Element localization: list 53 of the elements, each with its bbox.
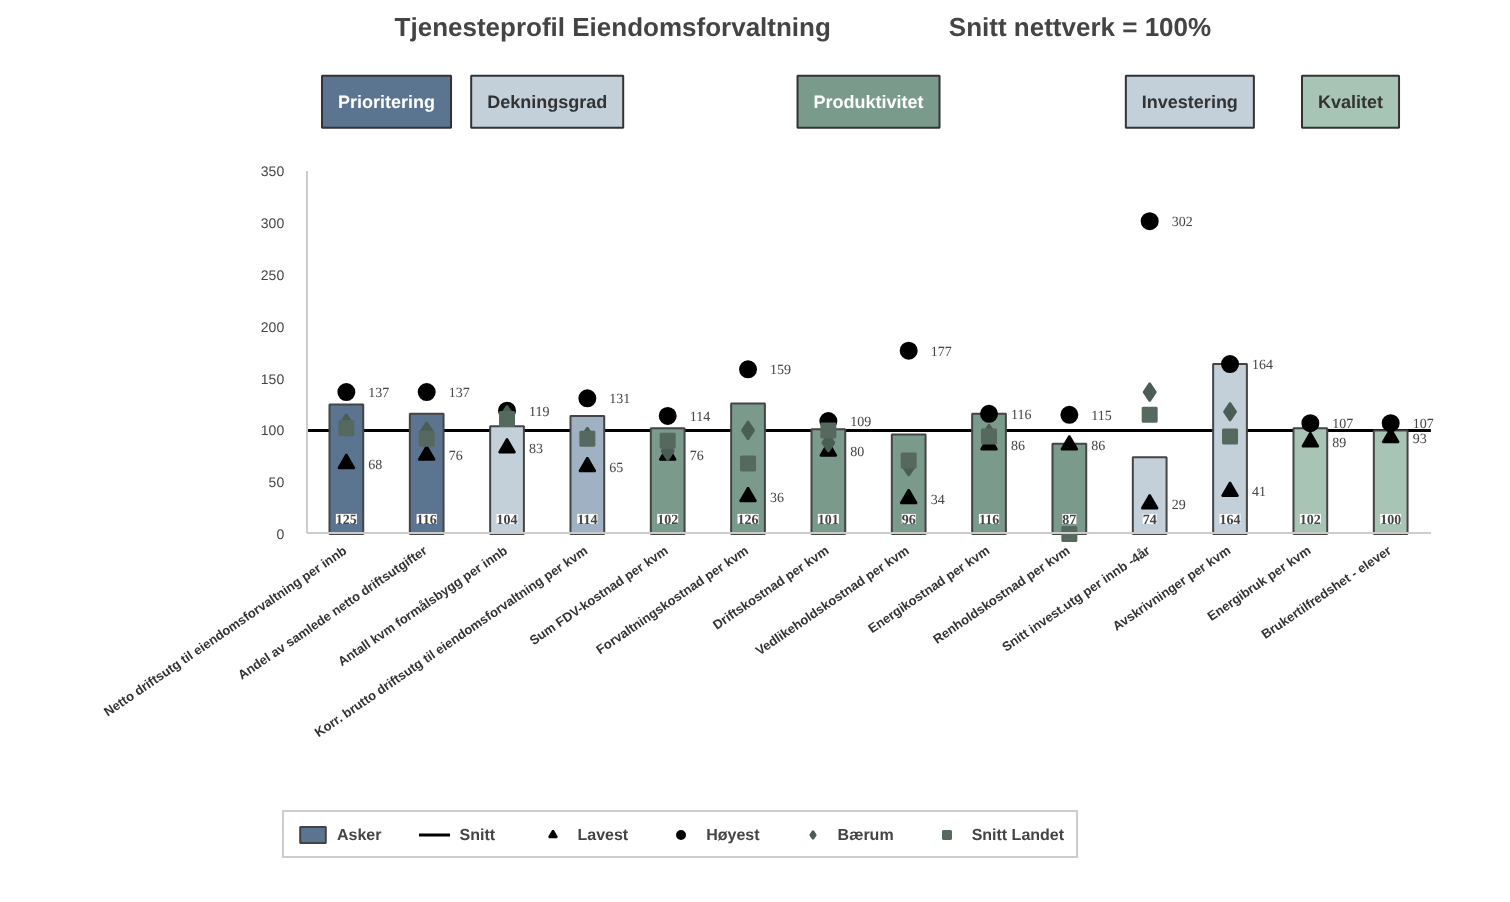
legend-label: Høyest [706, 825, 760, 843]
point [741, 420, 756, 441]
legend-label: Bærum [837, 825, 894, 843]
point [578, 456, 597, 473]
point [1142, 382, 1157, 403]
point [1060, 434, 1079, 451]
legend-label: Lavest [577, 825, 629, 843]
text: Prioritering [338, 91, 436, 112]
legend-label: Asker [337, 825, 382, 843]
point [1301, 431, 1320, 448]
bar [489, 425, 525, 535]
text: Kvalitet [1318, 91, 1384, 112]
bar [1131, 456, 1168, 535]
point [659, 432, 676, 449]
point [899, 488, 918, 505]
bar [1372, 429, 1409, 535]
text: Dekningsgrad [487, 91, 608, 112]
point [578, 389, 597, 408]
legend-label: Snitt Landet [971, 825, 1065, 843]
point [1223, 401, 1238, 422]
point [1060, 405, 1079, 424]
point [1140, 212, 1159, 231]
point [820, 422, 837, 439]
point [739, 486, 758, 503]
point [1222, 428, 1239, 445]
point [981, 428, 998, 445]
point [899, 341, 918, 360]
point [900, 452, 917, 469]
point [1221, 481, 1240, 498]
point [1141, 406, 1158, 423]
point [418, 430, 435, 447]
point [1221, 355, 1240, 374]
point [1381, 414, 1400, 433]
point [740, 455, 757, 472]
point [658, 406, 677, 425]
chart-title: Tjenesteprofil Eiendomsforvaltning [394, 11, 831, 42]
point [980, 404, 999, 423]
point [337, 453, 356, 470]
point [739, 360, 758, 379]
text: Produktivitet [813, 91, 924, 112]
legend-label: Snitt [459, 825, 498, 843]
point [337, 383, 356, 402]
chart-subtitle: Snitt nettverk = 100% [948, 11, 1213, 42]
bar [1292, 427, 1329, 535]
point [1140, 493, 1159, 510]
point [417, 383, 436, 402]
bar [1051, 442, 1088, 535]
point [498, 437, 517, 454]
point [338, 420, 355, 437]
point [499, 411, 516, 427]
text: Investering [1141, 91, 1238, 112]
point [417, 445, 436, 461]
point [1301, 414, 1320, 433]
